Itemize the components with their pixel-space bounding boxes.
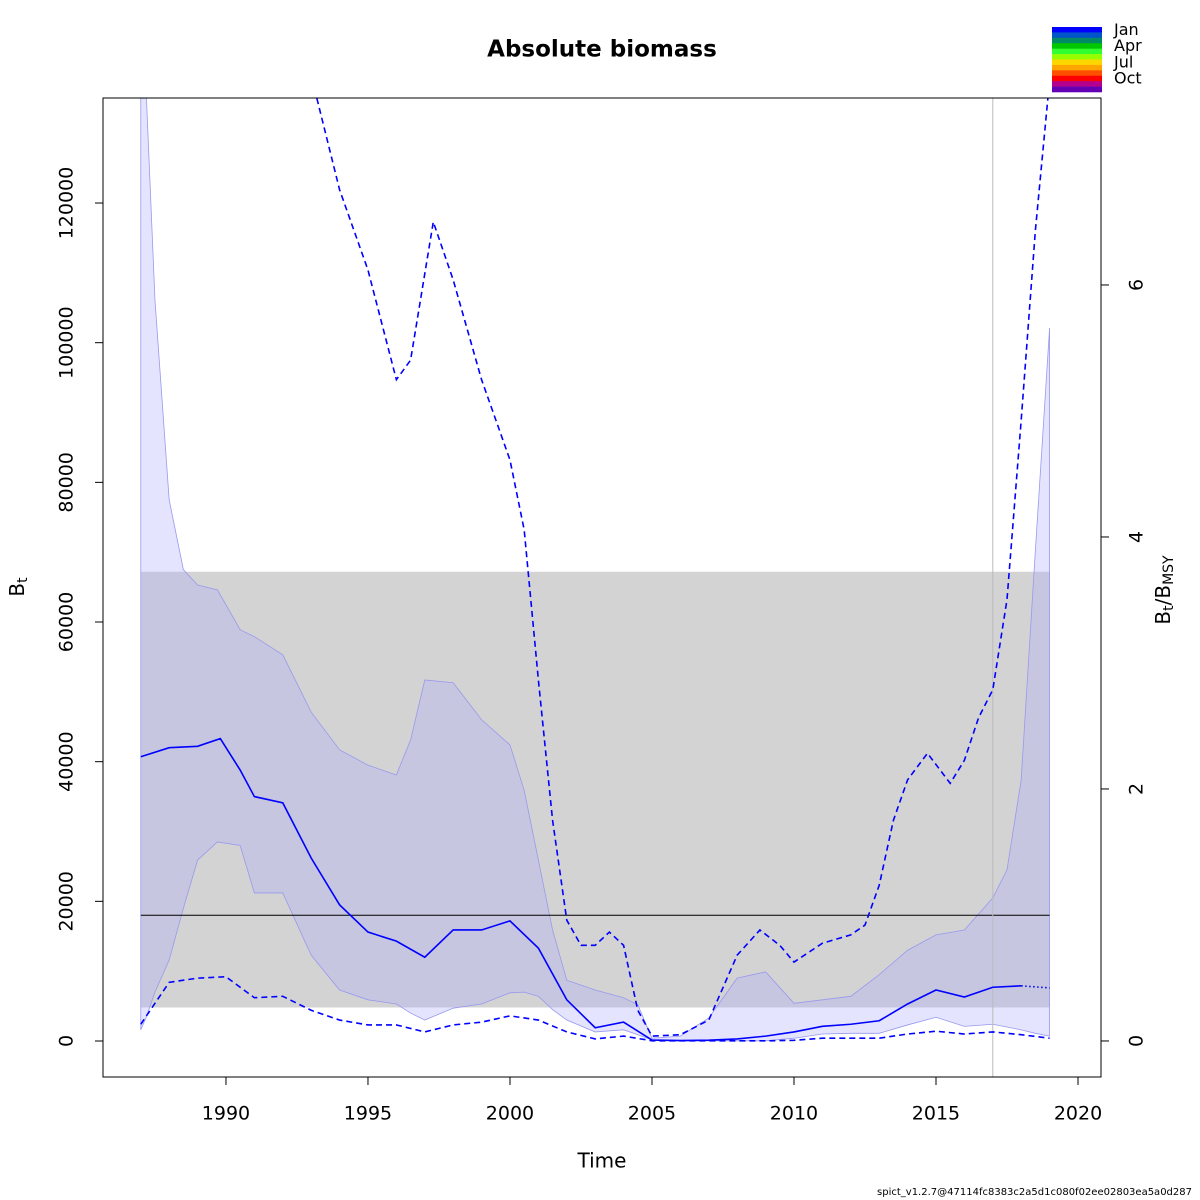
colorbar-label: Jul xyxy=(1113,52,1133,71)
y-tick-label: 0 xyxy=(56,1035,78,1047)
series-line xyxy=(1021,985,1050,989)
colorbar-swatch xyxy=(1052,75,1102,82)
y2-tick-label: 0 xyxy=(1126,1035,1148,1047)
colorbar-swatch xyxy=(1052,27,1102,33)
colorbar-swatch xyxy=(1052,48,1102,55)
colorbar-swatch xyxy=(1052,32,1102,39)
y-tick-label: 60000 xyxy=(56,592,78,652)
colorbar-swatch xyxy=(1052,64,1102,71)
x-tick-label: 1990 xyxy=(202,1103,250,1125)
y-tick-label: 40000 xyxy=(56,731,78,791)
y2-label-main2: /B xyxy=(1151,585,1175,605)
y-tick-label: 120000 xyxy=(56,167,78,240)
y-tick-label: 20000 xyxy=(56,871,78,931)
ci-band xyxy=(140,98,1050,1042)
y2-axis-label: Bt/BMSY xyxy=(1151,555,1178,625)
y-label-sub: t xyxy=(15,577,31,583)
series-line xyxy=(316,98,1049,1037)
y-label-main: B xyxy=(5,583,29,597)
colorbar-swatch xyxy=(1052,81,1102,87)
plot-area xyxy=(140,98,1050,1077)
msy-band xyxy=(140,571,1050,1008)
colorbar-swatch xyxy=(1052,37,1102,44)
chart-title: Absolute biomass xyxy=(487,37,717,63)
y2-label-sub2: MSY xyxy=(1161,555,1177,585)
y2-tick-label: 6 xyxy=(1126,279,1148,291)
colorbar-swatch xyxy=(1052,59,1102,66)
y2-tick-label: 2 xyxy=(1126,783,1148,795)
x-tick-label: 2005 xyxy=(628,1103,676,1125)
y-axis-label: Bt xyxy=(5,577,32,597)
footer: spict_v1.2.7@47114fc8383c2a5d1c080f02ee0… xyxy=(877,1187,1192,1198)
y2-tick-label: 4 xyxy=(1126,531,1148,543)
y-tick-label: 100000 xyxy=(56,306,78,379)
colorbar-label: Oct xyxy=(1114,69,1142,88)
colorbar-swatch xyxy=(1052,43,1102,49)
x-tick-label: 2000 xyxy=(486,1103,534,1125)
y2-label-main: B xyxy=(1151,611,1175,625)
x-axis-label: Time xyxy=(577,1149,627,1173)
colorbar-label: Jan xyxy=(1113,20,1139,39)
x-tick-label: 1995 xyxy=(344,1103,392,1125)
colorbar-swatch xyxy=(1052,86,1102,93)
y2-label-sub: t xyxy=(1161,605,1177,611)
y-tick-label: 80000 xyxy=(56,452,78,512)
x-tick-label: 2015 xyxy=(912,1103,960,1125)
x-tick-label: 2020 xyxy=(1054,1103,1102,1125)
series-line xyxy=(140,737,1022,1042)
series-line xyxy=(140,975,1050,1042)
colorbar-swatch xyxy=(1052,70,1102,77)
x-tick-label: 2010 xyxy=(770,1103,818,1125)
colorbar-label: Apr xyxy=(1114,36,1142,55)
colorbar-swatch xyxy=(1052,54,1102,60)
